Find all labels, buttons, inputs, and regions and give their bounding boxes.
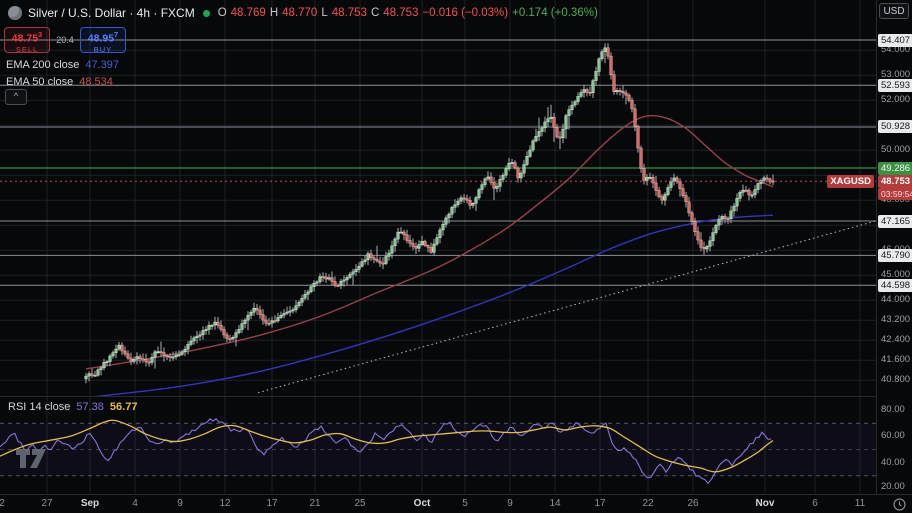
ohlc-high-label: H	[269, 7, 279, 19]
rsi-ma-value: 56.77	[109, 401, 138, 413]
time-axis-label: 6	[812, 498, 818, 509]
symbol-price-tag: XAGUSD	[827, 174, 874, 188]
buy-label: BUY	[93, 44, 113, 54]
rsi-value: 57.38	[76, 401, 104, 413]
price-axis-label: 45.000	[881, 269, 911, 281]
level-price-label: 52.593	[878, 78, 912, 92]
ohlc-values: O 48.769 H 48.770 L 48.753 C 48.753 −0.016 (…	[218, 7, 598, 19]
ohlc-close-value: 48.753	[383, 7, 419, 19]
ohlc-low-value: 48.753	[331, 7, 367, 19]
indicator-ema200-row[interactable]: EMA 200 close 47.397	[6, 59, 119, 71]
sell-price: 48.75	[11, 32, 39, 45]
sell-price-sup: 3	[38, 30, 43, 39]
ema50-value: 48.534	[79, 76, 113, 88]
time-axis-label: 25	[354, 498, 366, 509]
rsi-axis-label: 60.00	[881, 430, 905, 442]
time-axis-label: 4	[132, 498, 138, 509]
ohlc-low-label: L	[321, 7, 328, 19]
time-axis-label: Nov	[755, 498, 775, 509]
rsi-axis-label: 80.00	[881, 404, 905, 415]
price-axis-label: 40.800	[881, 374, 911, 386]
spread-value: 20.4	[56, 35, 74, 45]
currency-toggle-button[interactable]: USD	[879, 3, 909, 19]
price-scale[interactable]: USD 49.286 48.753 03:59:54 54.000 53.000 5…	[876, 0, 912, 494]
level-price-label: 54.407	[878, 33, 912, 47]
rsi-axis-label: 40.00	[881, 456, 905, 468]
instrument-logo-icon	[8, 6, 22, 20]
ohlc-open-label: O	[217, 7, 227, 19]
price-axis-label: 42.400	[881, 334, 911, 346]
time-scale[interactable]: 2 27 Sep 4 9 12 17 21 25 Oct 5 9 14 17 22 26 Nov 6 11	[0, 494, 912, 513]
time-axis-label: 17	[266, 498, 278, 509]
indicator-rsi-row[interactable]: RSI 14 close 57.38 56.77	[8, 401, 137, 413]
ohlc-close-label: C	[370, 7, 380, 19]
price-axis-label: 52.000	[881, 94, 911, 106]
session-change-value: +0.174 (+0.36%)	[512, 7, 598, 19]
buy-button[interactable]: 48.957 BUY	[80, 27, 126, 54]
indicator-ema50-row[interactable]: EMA 50 close 48.534	[6, 76, 113, 88]
market-open-dot-icon	[202, 9, 210, 17]
tradingview-logo-icon	[16, 448, 54, 470]
rsi-axis-label: 20.00	[881, 481, 905, 492]
ohlc-open-value: 48.769	[230, 7, 266, 19]
time-axis-label: 14	[549, 498, 561, 509]
time-axis-label: 5	[462, 498, 468, 509]
alert-price-label: 49.286	[878, 161, 912, 175]
buy-sell-widget: 48.753 SELL 20.4 48.957 BUY	[4, 27, 126, 54]
time-axis-label: 2	[0, 498, 5, 509]
time-axis-label: 22	[642, 498, 654, 509]
sell-button[interactable]: 48.753 SELL	[4, 27, 50, 54]
time-axis-label: Sep	[80, 498, 100, 509]
last-price-label: 48.753	[878, 174, 912, 188]
rsi-name: RSI 14 close	[8, 401, 71, 413]
time-axis-label: 9	[177, 498, 183, 509]
buy-price-sup: 7	[114, 30, 119, 39]
bar-change-value: −0.016 (−0.03%)	[422, 7, 509, 19]
buy-price: 48.95	[87, 32, 115, 45]
level-price-label: 50.928	[878, 120, 912, 134]
ema200-value: 47.397	[85, 59, 120, 71]
price-axis-label: 50.000	[881, 144, 911, 156]
collapse-legend-button[interactable]: ^	[5, 89, 27, 105]
chart-canvas[interactable]	[0, 0, 876, 493]
timezone-clock-icon[interactable]	[893, 498, 906, 511]
time-axis-label: 17	[594, 498, 606, 509]
time-axis-label: 26	[687, 498, 699, 509]
chart-legend: Silver / U.S. Dollar · 4h · FXCM O 48.769…	[8, 6, 598, 20]
level-price-label: 44.598	[878, 278, 912, 292]
level-price-label: 45.790	[878, 248, 912, 262]
price-axis-label: 44.000	[881, 294, 911, 306]
price-axis-label: 54.000	[881, 44, 911, 56]
price-axis-label: 43.200	[881, 314, 911, 326]
price-axis-label: 53.000	[881, 69, 911, 81]
time-axis-label: 21	[309, 498, 321, 509]
time-axis-label: 9	[507, 498, 513, 509]
sell-label: SELL	[15, 44, 39, 54]
time-axis-label: Oct	[413, 498, 431, 509]
symbol-title[interactable]: Silver / U.S. Dollar · 4h · FXCM	[28, 6, 195, 20]
time-axis-label: 11	[854, 498, 866, 509]
bar-countdown-label: 03:59:54	[878, 188, 912, 201]
time-axis-label: 12	[219, 498, 231, 509]
level-price-label: 47.165	[878, 214, 912, 228]
price-axis-label: 41.600	[881, 354, 911, 366]
ohlc-high-value: 48.770	[282, 7, 318, 19]
ema50-name: EMA 50 close	[6, 76, 74, 88]
ema200-name: EMA 200 close	[6, 59, 80, 71]
time-axis-label: 27	[41, 498, 53, 509]
